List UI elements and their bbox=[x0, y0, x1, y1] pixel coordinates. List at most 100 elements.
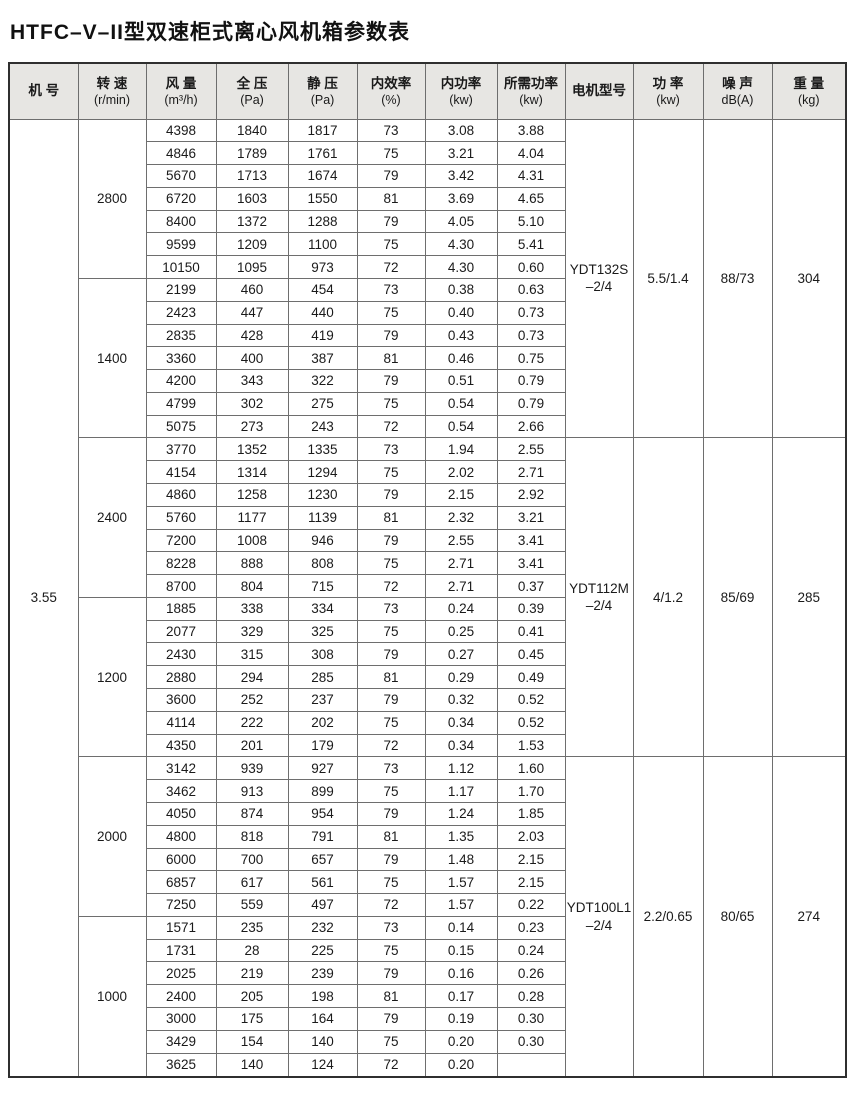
required-power-cell: 5.10 bbox=[496, 209, 566, 234]
required-power-cell: 1.85 bbox=[496, 801, 566, 826]
internal-power-cell: 0.29 bbox=[424, 665, 498, 690]
col-header-unit: (kg) bbox=[797, 92, 820, 107]
col-header-unit: (m³/h) bbox=[164, 92, 198, 107]
col-header-unit: dB(A) bbox=[721, 92, 754, 107]
table-row: 4800 818 791 81 1.35 2.03 bbox=[9, 824, 846, 849]
static-pressure-cell: 243 bbox=[287, 414, 358, 439]
static-pressure-cell: 808 bbox=[287, 551, 358, 576]
airflow-cell: 6000 bbox=[145, 847, 217, 872]
static-pressure-cell: 440 bbox=[287, 300, 358, 325]
efficiency-cell: 75 bbox=[356, 460, 426, 484]
efficiency-cell: 72 bbox=[356, 893, 426, 917]
required-power-cell: 0.63 bbox=[496, 277, 566, 302]
internal-power-cell: 0.54 bbox=[424, 391, 498, 416]
total-pressure-cell: 428 bbox=[215, 323, 289, 348]
total-pressure-cell: 913 bbox=[215, 779, 289, 803]
static-pressure-cell: 1288 bbox=[287, 209, 358, 234]
efficiency-cell: 81 bbox=[356, 665, 426, 690]
static-pressure-cell: 237 bbox=[287, 688, 358, 712]
col-header-power: 功 率 (kw) bbox=[632, 62, 704, 120]
efficiency-cell: 72 bbox=[356, 414, 426, 439]
table-header: 机 号转 速 (r/min) 风 量 (m³/h) 全 压 (Pa) 静 压 (Pa) 内效率(… bbox=[8, 62, 847, 120]
total-pressure-cell: 1840 bbox=[215, 118, 289, 143]
col-header-label: 重 量 bbox=[793, 75, 825, 91]
table-row: 2000 3142 939 927 73 1.12 1.60 YDT100L1 –2/4 2.2… bbox=[9, 756, 847, 1078]
efficiency-cell: 79 bbox=[356, 688, 426, 712]
static-pressure-cell: 225 bbox=[287, 938, 358, 963]
internal-power-cell: 0.46 bbox=[424, 346, 498, 371]
internal-power-cell: 1.35 bbox=[424, 824, 498, 849]
static-pressure-cell: 657 bbox=[287, 847, 358, 872]
internal-power-cell: 0.14 bbox=[424, 915, 498, 940]
static-pressure-cell: 1550 bbox=[287, 186, 358, 211]
airflow-cell: 2430 bbox=[145, 642, 217, 667]
total-pressure-cell: 329 bbox=[215, 619, 289, 644]
total-pressure-cell: 804 bbox=[215, 574, 289, 598]
required-power-cell: 3.21 bbox=[496, 505, 566, 530]
total-pressure-cell: 302 bbox=[215, 391, 289, 416]
total-pressure-cell: 1258 bbox=[215, 483, 289, 507]
efficiency-cell: 79 bbox=[356, 642, 426, 667]
table-row: 6000 700 657 79 1.48 2.15 bbox=[9, 847, 846, 872]
airflow-cell: 4799 bbox=[145, 391, 217, 416]
total-pressure-cell: 1372 bbox=[215, 209, 289, 234]
static-pressure-cell: 454 bbox=[287, 277, 358, 302]
total-pressure-cell: 154 bbox=[215, 1029, 289, 1054]
efficiency-cell: 75 bbox=[356, 300, 426, 325]
col-header-unit: (Pa) bbox=[240, 92, 264, 107]
motor-model-cell: YDT132S –2/4 bbox=[564, 118, 634, 439]
static-pressure-cell: 334 bbox=[287, 596, 358, 621]
static-pressure-cell: 927 bbox=[287, 756, 358, 781]
airflow-cell: 4050 bbox=[145, 801, 217, 826]
required-power-cell: 3.88 bbox=[496, 118, 566, 143]
motor-power-cell: 5.5/1.4 bbox=[632, 118, 704, 439]
airflow-cell: 2025 bbox=[145, 961, 217, 986]
table-row: 3429 154 140 75 0.20 0.30 bbox=[9, 1029, 846, 1054]
total-pressure-cell: 205 bbox=[215, 984, 289, 1008]
col-header-unit: (r/min) bbox=[93, 92, 131, 107]
required-power-cell: 2.92 bbox=[496, 483, 566, 507]
static-pressure-cell: 285 bbox=[287, 665, 358, 690]
internal-power-cell: 0.34 bbox=[424, 710, 498, 735]
speed-cell: 2400 bbox=[77, 437, 147, 598]
required-power-cell: 0.30 bbox=[496, 1029, 566, 1054]
internal-power-cell: 0.38 bbox=[424, 277, 498, 302]
total-pressure-cell: 343 bbox=[215, 369, 289, 393]
required-power-cell: 0.52 bbox=[496, 710, 566, 735]
static-pressure-cell: 275 bbox=[287, 391, 358, 416]
internal-power-cell: 3.42 bbox=[424, 164, 498, 188]
total-pressure-cell: 447 bbox=[215, 300, 289, 325]
col-header-unit: (kw) bbox=[656, 92, 680, 107]
table-row: 9599 1209 1100 75 4.30 5.41 bbox=[9, 232, 846, 257]
table-row: 2400 3770 1352 1335 73 1.94 2.55 YDT112M –2/4 4/… bbox=[9, 437, 847, 758]
table-row: 3625 140 124 72 0.20 bbox=[9, 1052, 846, 1078]
required-power-cell: 4.04 bbox=[496, 141, 566, 166]
total-pressure-cell: 1713 bbox=[215, 164, 289, 188]
internal-power-cell: 0.25 bbox=[424, 619, 498, 644]
internal-power-cell: 2.55 bbox=[424, 528, 498, 553]
static-pressure-cell: 973 bbox=[287, 255, 358, 279]
table-row: 7200 1008 946 79 2.55 3.41 bbox=[9, 528, 846, 553]
airflow-cell: 6720 bbox=[145, 186, 217, 211]
col-header-label: 所需功率 bbox=[504, 75, 558, 91]
efficiency-cell: 81 bbox=[356, 505, 426, 530]
total-pressure-cell: 1209 bbox=[215, 232, 289, 257]
efficiency-cell: 81 bbox=[356, 346, 426, 371]
page-title: HTFC–V–II型双速柜式离心风机箱参数表 bbox=[10, 21, 411, 44]
efficiency-cell: 73 bbox=[356, 756, 426, 781]
required-power-cell: 0.73 bbox=[496, 323, 566, 348]
table-row: 1000 1571 235 232 73 0.14 0.23 bbox=[9, 915, 846, 1078]
efficiency-cell: 81 bbox=[356, 984, 426, 1008]
table-row: 2423 447 440 75 0.40 0.73 bbox=[9, 300, 846, 325]
motor-power-cell: 4/1.2 bbox=[632, 437, 704, 758]
efficiency-cell: 79 bbox=[356, 369, 426, 393]
required-power-cell: 2.66 bbox=[496, 414, 566, 439]
required-power-cell: 5.41 bbox=[496, 232, 566, 257]
internal-power-cell: 0.54 bbox=[424, 414, 498, 439]
weight-cell: 274 bbox=[771, 756, 847, 1078]
static-pressure-cell: 1230 bbox=[287, 483, 358, 507]
speed-cell: 2000 bbox=[77, 756, 147, 917]
required-power-cell: 0.79 bbox=[496, 391, 566, 416]
total-pressure-cell: 338 bbox=[215, 596, 289, 621]
col-header-airflow: 风 量 (m³/h) bbox=[145, 62, 217, 120]
